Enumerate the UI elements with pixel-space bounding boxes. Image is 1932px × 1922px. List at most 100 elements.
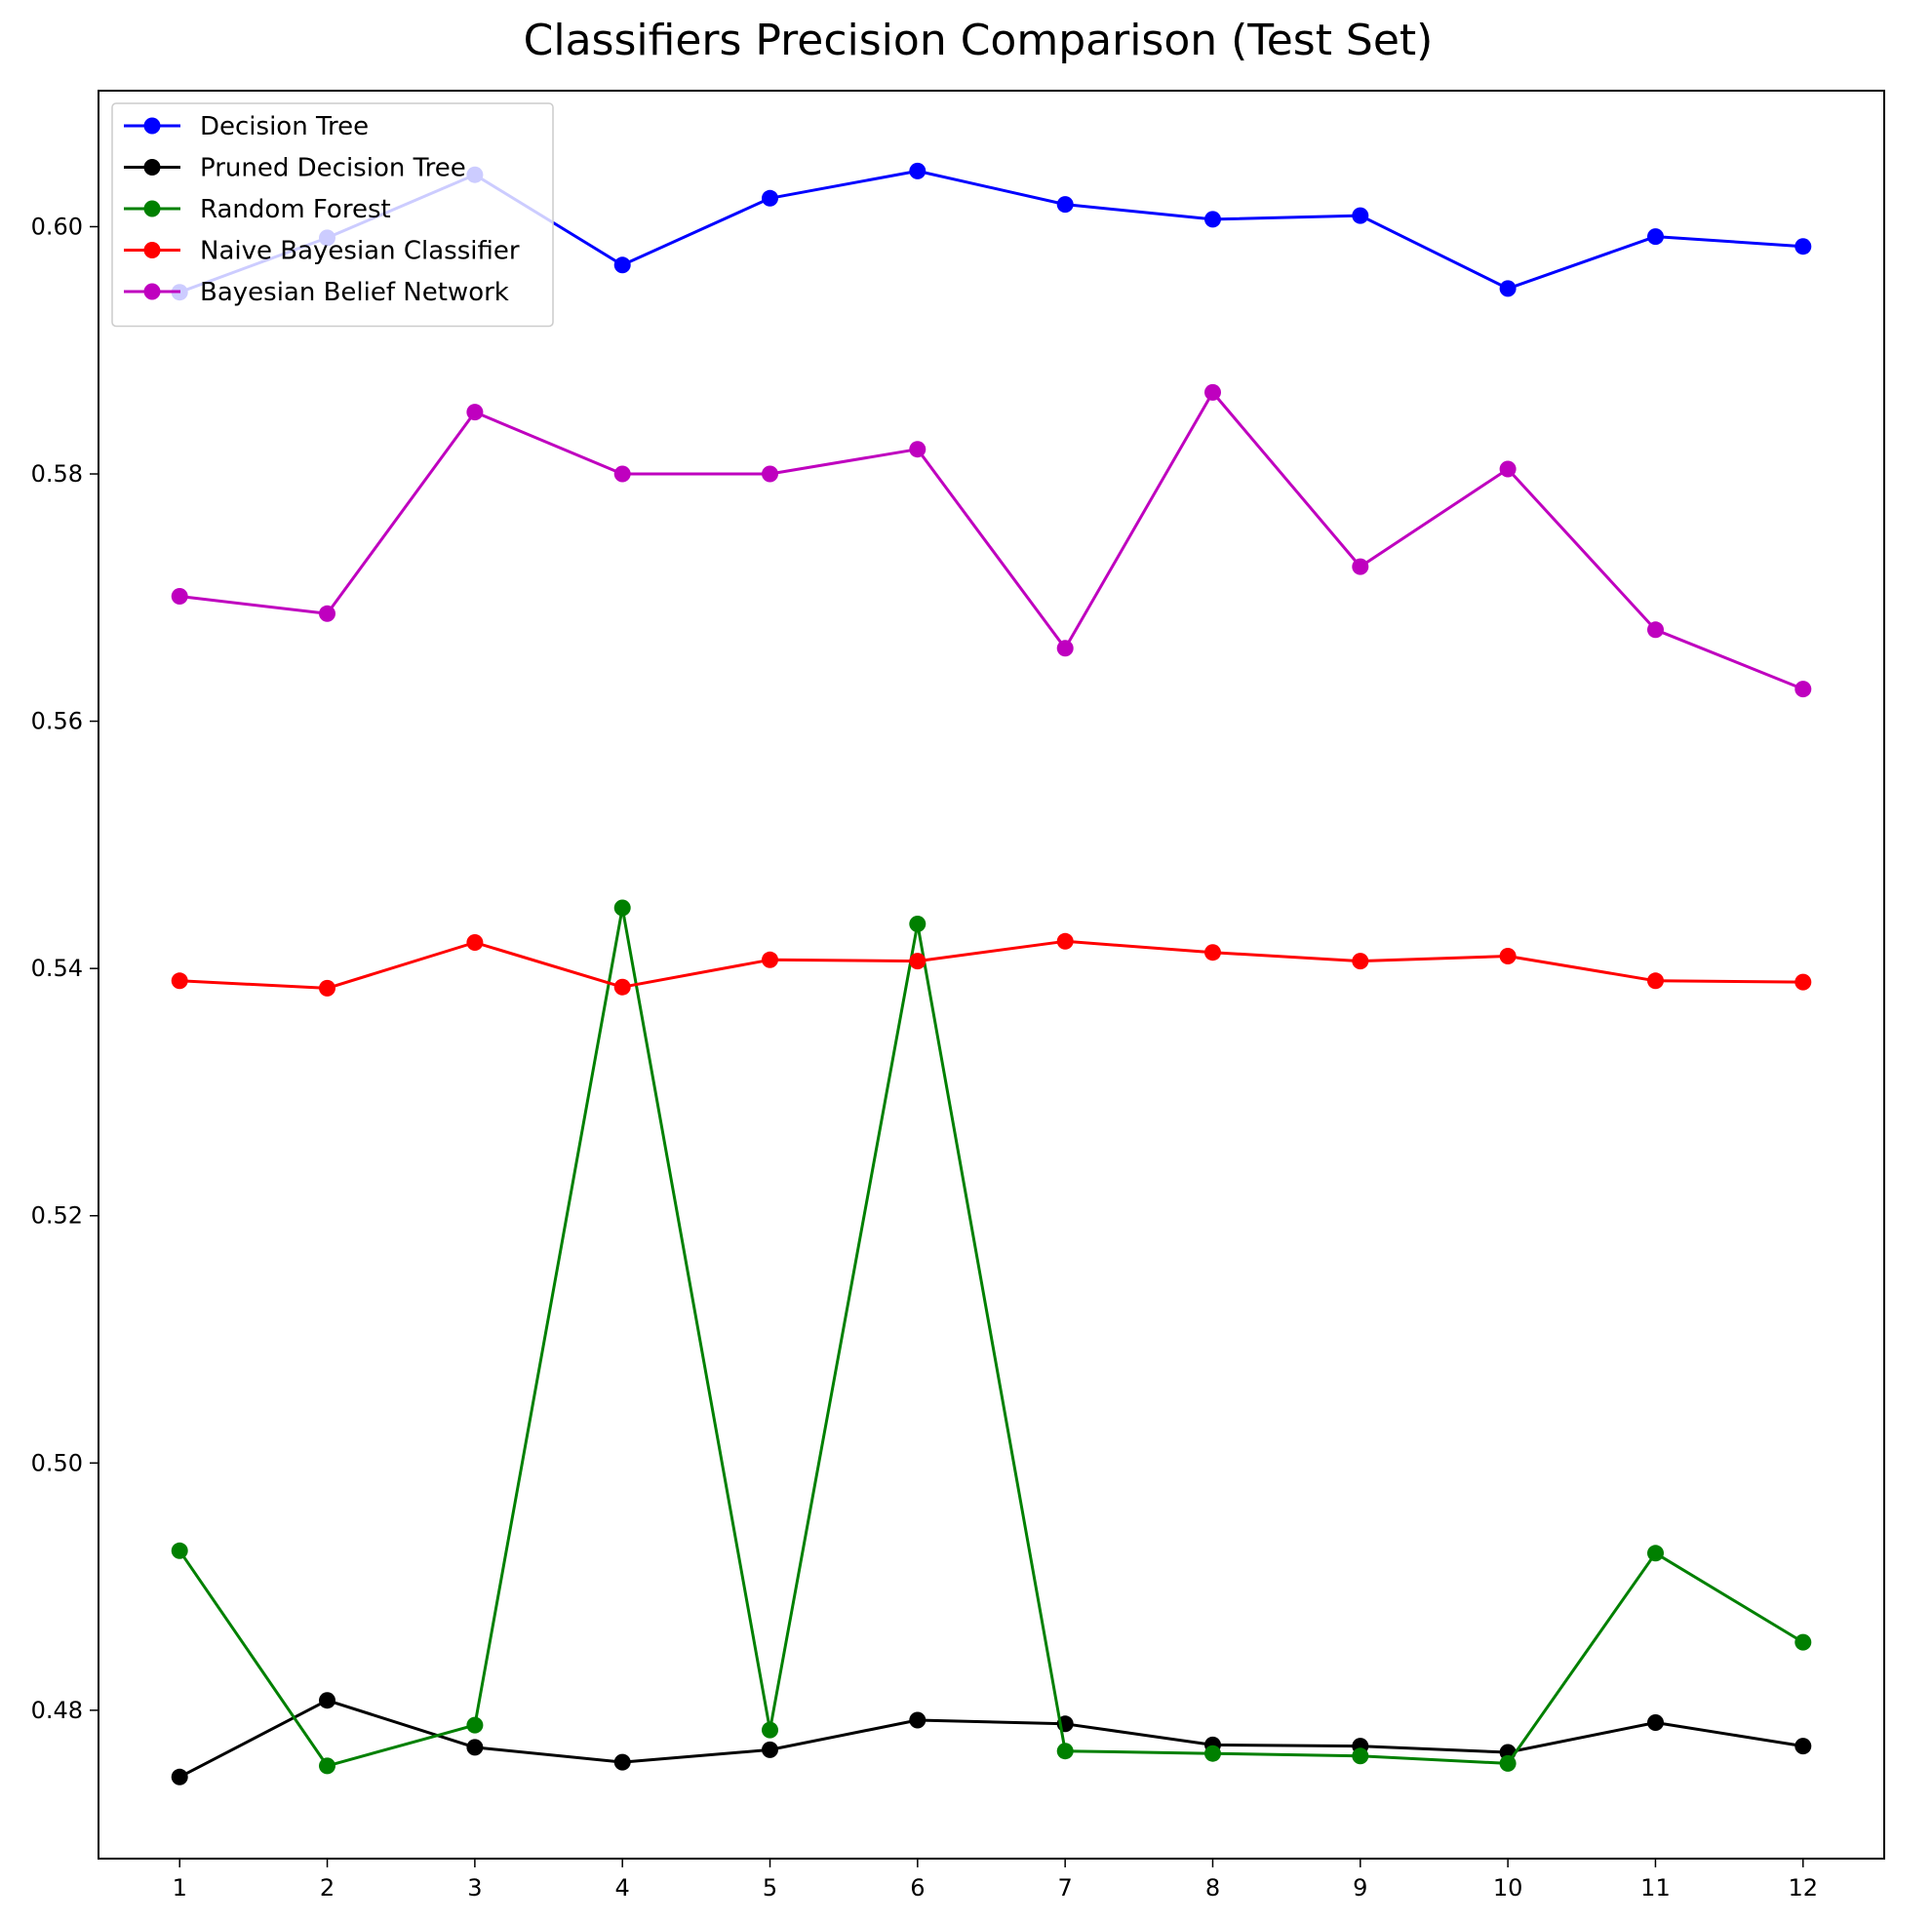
data-point bbox=[1499, 460, 1517, 478]
data-point bbox=[319, 1692, 335, 1709]
data-point bbox=[1647, 621, 1664, 639]
data-point bbox=[1352, 558, 1369, 575]
x-tick-label: 2 bbox=[320, 1874, 335, 1902]
data-point bbox=[1056, 1743, 1074, 1760]
data-point bbox=[1499, 1754, 1517, 1772]
series-layer bbox=[171, 162, 1812, 1785]
y-tick-label: 0.52 bbox=[31, 1202, 83, 1230]
series-line-5 bbox=[179, 390, 1804, 690]
series-line-3 bbox=[177, 906, 1804, 1768]
chart-title: Classifiers Precision Comparison (Test S… bbox=[524, 16, 1434, 65]
x-tick-label: 9 bbox=[1353, 1874, 1367, 1902]
legend-entry: Pruned Decision Tree bbox=[124, 154, 466, 183]
data-point bbox=[1352, 207, 1369, 224]
y-tick-label: 0.54 bbox=[31, 955, 83, 982]
data-point bbox=[1352, 1747, 1369, 1765]
data-point bbox=[466, 404, 484, 421]
legend-label: Pruned Decision Tree bbox=[200, 154, 466, 183]
data-point bbox=[1647, 228, 1664, 246]
data-point bbox=[909, 953, 927, 970]
x-tick-label: 4 bbox=[615, 1874, 630, 1902]
x-tick-label: 8 bbox=[1205, 1874, 1220, 1902]
x-tick-label: 1 bbox=[173, 1874, 187, 1902]
x-tick-label: 3 bbox=[467, 1874, 482, 1902]
data-point bbox=[1647, 1714, 1664, 1731]
data-point bbox=[762, 1741, 778, 1758]
x-tick-label: 11 bbox=[1640, 1874, 1671, 1902]
y-tick-label: 0.58 bbox=[31, 460, 83, 488]
data-point bbox=[1794, 1633, 1812, 1651]
legend: Decision Tree Pruned Decision Tree Random … bbox=[111, 102, 554, 328]
data-point bbox=[613, 465, 631, 483]
y-tick-label: 0.50 bbox=[31, 1449, 83, 1476]
series-5 bbox=[171, 383, 1812, 698]
x-tick-label: 7 bbox=[1058, 1874, 1073, 1902]
data-point bbox=[1794, 973, 1812, 991]
data-point bbox=[1352, 953, 1369, 970]
data-point bbox=[909, 162, 927, 179]
data-point bbox=[1204, 211, 1221, 228]
legend-marker bbox=[143, 117, 161, 135]
legend-entry: Naive Bayesian Classifier bbox=[124, 237, 520, 266]
data-point bbox=[1056, 196, 1074, 214]
data-point bbox=[1204, 1745, 1221, 1762]
data-point bbox=[1204, 383, 1221, 401]
legend-marker bbox=[143, 242, 161, 258]
legend-label: Random Forest bbox=[200, 195, 391, 224]
data-point bbox=[909, 916, 927, 932]
data-point bbox=[613, 1753, 631, 1771]
x-tick-label: 6 bbox=[910, 1874, 925, 1902]
data-point bbox=[1499, 948, 1517, 964]
data-point bbox=[466, 1716, 484, 1734]
axes-layer: 1 2 3 4 5 6 7 8 9 10 11 120.480.500.520.540.560.580… bbox=[31, 213, 1818, 1902]
legend-label: Bayesian Belief Network bbox=[200, 278, 509, 307]
data-point bbox=[1647, 1545, 1664, 1562]
data-point bbox=[613, 978, 631, 996]
data-point bbox=[171, 1542, 188, 1559]
data-point bbox=[466, 1739, 484, 1756]
data-point bbox=[909, 1711, 927, 1729]
data-point bbox=[1794, 238, 1812, 255]
y-tick-label: 0.60 bbox=[31, 213, 83, 240]
series-line-4 bbox=[179, 939, 1803, 990]
data-point bbox=[1794, 681, 1812, 698]
legend-entry: Decision Tree bbox=[124, 112, 369, 141]
data-point bbox=[1647, 972, 1664, 990]
data-point bbox=[1499, 280, 1517, 297]
legend-label: Naive Bayesian Classifier bbox=[200, 237, 520, 266]
data-point bbox=[613, 256, 631, 274]
legend-marker bbox=[143, 159, 161, 176]
data-point bbox=[171, 1768, 188, 1785]
x-tick-label: 12 bbox=[1788, 1874, 1818, 1902]
y-tick-label: 0.56 bbox=[31, 708, 83, 735]
data-point bbox=[613, 899, 631, 917]
data-point bbox=[466, 934, 484, 951]
series-4 bbox=[171, 932, 1812, 997]
x-tick-label: 5 bbox=[763, 1874, 777, 1902]
data-point bbox=[762, 951, 778, 968]
legend-entry: Bayesian Belief Network bbox=[124, 278, 509, 307]
data-point bbox=[319, 1757, 335, 1775]
legend-label: Decision Tree bbox=[200, 112, 369, 141]
data-point bbox=[171, 972, 188, 990]
data-point bbox=[762, 465, 778, 483]
legend-box bbox=[111, 102, 554, 328]
data-point bbox=[171, 588, 188, 605]
data-point bbox=[1794, 1738, 1812, 1755]
data-point bbox=[319, 605, 335, 622]
series-line-2 bbox=[178, 1699, 1804, 1779]
data-point bbox=[762, 1721, 778, 1739]
legend-marker bbox=[143, 283, 161, 300]
x-tick-label: 10 bbox=[1493, 1874, 1523, 1902]
y-tick-label: 0.48 bbox=[31, 1697, 83, 1724]
series-3 bbox=[171, 899, 1812, 1775]
data-point bbox=[1056, 640, 1074, 657]
plot-area-frame bbox=[98, 90, 1885, 1860]
data-point bbox=[762, 189, 778, 207]
legend-entry: Random Forest bbox=[124, 195, 391, 224]
series-2 bbox=[171, 1692, 1812, 1785]
data-point bbox=[1056, 932, 1074, 950]
legend-marker bbox=[143, 200, 161, 217]
data-point bbox=[319, 979, 335, 997]
